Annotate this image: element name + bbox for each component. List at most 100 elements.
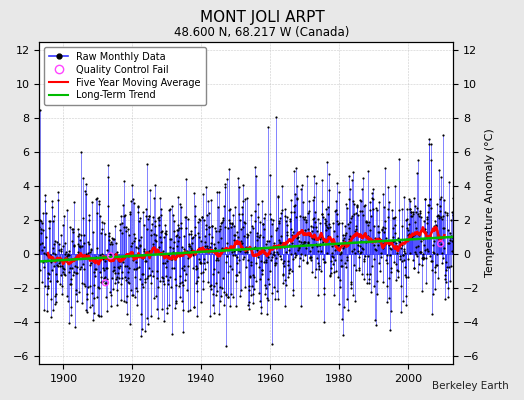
Point	[89, 229, 97, 235]
Point	[201, 233, 210, 239]
Point	[147, 280, 155, 286]
Point	[370, 283, 378, 289]
Point	[104, 162, 112, 168]
Point	[136, 242, 145, 248]
Point	[42, 307, 51, 314]
Point	[130, 231, 139, 237]
Point	[255, 264, 263, 271]
Point	[434, 238, 443, 245]
Point	[248, 283, 256, 290]
Point	[139, 284, 147, 290]
Point	[402, 216, 411, 223]
Point	[360, 256, 368, 262]
Point	[342, 200, 351, 207]
Point	[62, 293, 71, 299]
Point	[290, 201, 299, 208]
Point	[229, 252, 237, 258]
Point	[214, 228, 223, 234]
Point	[361, 230, 369, 236]
Point	[364, 222, 372, 228]
Point	[346, 233, 355, 239]
Point	[447, 217, 455, 223]
Point	[157, 238, 166, 245]
Point	[280, 258, 288, 264]
Point	[62, 258, 71, 264]
Point	[413, 253, 421, 260]
Point	[298, 182, 306, 188]
Point	[226, 263, 234, 269]
Point	[433, 262, 441, 268]
Point	[193, 313, 201, 320]
Point	[102, 265, 111, 271]
Point	[252, 278, 260, 284]
Point	[405, 231, 413, 237]
Point	[397, 245, 406, 251]
Point	[246, 274, 254, 280]
Point	[68, 265, 76, 271]
Point	[335, 276, 344, 283]
Point	[337, 250, 345, 256]
Point	[163, 305, 171, 312]
Point	[149, 195, 158, 201]
Point	[409, 209, 418, 215]
Point	[422, 254, 430, 261]
Point	[234, 184, 243, 190]
Point	[179, 329, 187, 335]
Point	[259, 221, 267, 228]
Point	[88, 290, 96, 296]
Point	[254, 201, 262, 208]
Point	[293, 231, 302, 238]
Point	[107, 235, 116, 241]
Point	[37, 226, 45, 232]
Point	[427, 157, 435, 164]
Point	[97, 279, 105, 285]
Point	[160, 281, 168, 288]
Point	[372, 204, 380, 211]
Point	[376, 268, 384, 274]
Point	[260, 281, 269, 288]
Point	[159, 275, 167, 281]
Point	[247, 249, 256, 256]
Point	[434, 235, 442, 241]
Point	[124, 226, 133, 232]
Point	[188, 246, 196, 253]
Point	[55, 241, 63, 247]
Point	[231, 232, 239, 238]
Point	[121, 262, 129, 269]
Point	[167, 265, 176, 272]
Point	[177, 225, 185, 231]
Point	[427, 141, 435, 147]
Point	[238, 224, 247, 231]
Point	[70, 243, 78, 250]
Point	[245, 299, 254, 305]
Point	[133, 264, 141, 271]
Point	[84, 217, 93, 223]
Point	[283, 232, 291, 238]
Point	[261, 241, 270, 248]
Point	[175, 225, 183, 232]
Point	[181, 248, 189, 254]
Point	[426, 253, 434, 260]
Point	[400, 194, 408, 200]
Point	[312, 224, 321, 230]
Point	[247, 292, 255, 298]
Point	[308, 244, 316, 250]
Point	[335, 301, 343, 307]
Point	[377, 236, 385, 243]
Point	[123, 311, 132, 318]
Point	[406, 198, 414, 204]
Point	[356, 198, 365, 204]
Point	[280, 303, 289, 310]
Point	[273, 249, 281, 256]
Point	[120, 224, 128, 230]
Point	[203, 242, 211, 249]
Point	[436, 240, 445, 247]
Point	[230, 223, 238, 230]
Point	[193, 288, 202, 294]
Point	[181, 214, 190, 220]
Point	[319, 255, 327, 262]
Point	[191, 224, 199, 230]
Point	[59, 269, 68, 276]
Point	[217, 234, 225, 241]
Point	[304, 240, 312, 246]
